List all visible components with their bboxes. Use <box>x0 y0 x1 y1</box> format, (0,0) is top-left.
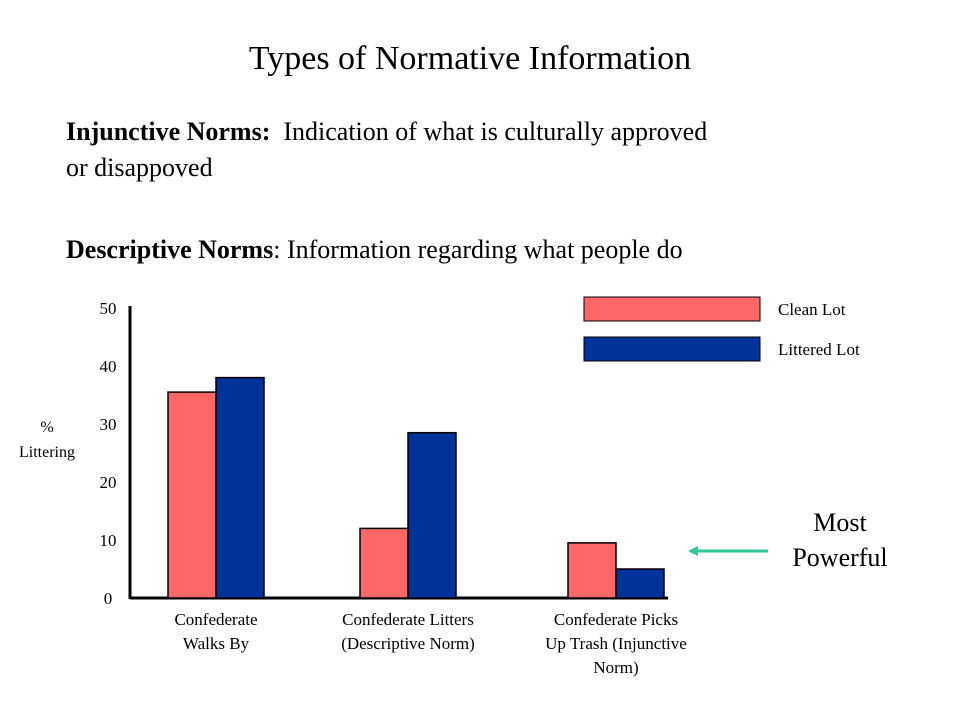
injunctive-norms-paragraph: Injunctive Norms: Indication of what is … <box>66 114 886 186</box>
legend-swatch-littered-lot <box>583 336 761 362</box>
injunctive-norms-line1: Indication of what is culturally approve… <box>283 117 708 146</box>
x-category-label: Norm) <box>593 658 638 677</box>
x-category-label: (Descriptive Norm) <box>341 634 475 653</box>
y-tick-label: 50 <box>100 299 117 318</box>
y-axis-label: Littering <box>19 444 75 461</box>
bar-clean-lot <box>359 527 409 599</box>
bar-clean-lot <box>167 391 217 599</box>
x-category-label: Confederate Picks <box>554 610 678 629</box>
y-tick-label: 30 <box>100 415 117 434</box>
chart-labels: 0 10 20 30 40 50% Littering Confederate Walks By… <box>19 299 687 677</box>
y-axis-label: % <box>40 419 53 436</box>
bar-littered-lot <box>615 568 665 599</box>
y-tick-label: 40 <box>100 357 117 376</box>
x-category-label: Confederate <box>174 610 257 629</box>
annotation-text: Powerful <box>792 543 887 572</box>
injunctive-norms-term: Injunctive Norms: <box>66 117 271 146</box>
legend-swatch-clean-lot <box>583 296 761 322</box>
bar-littered-lot <box>215 376 265 599</box>
y-tick-label: 20 <box>100 473 117 492</box>
x-category-label: Walks By <box>183 634 250 653</box>
chart-legend: Clean Lot Littered Lot <box>583 296 860 362</box>
y-tick-label: 0 <box>104 589 113 608</box>
chart-bars <box>167 376 665 599</box>
descriptive-norms-text: : Information regarding what people do <box>273 235 683 264</box>
slide-title: Types of Normative Information <box>248 40 692 77</box>
y-tick-label: 10 <box>100 531 117 550</box>
bar-littered-lot <box>407 431 457 599</box>
most-powerful-annotation: Most Powerful <box>688 508 888 572</box>
injunctive-norms-line2: or disappoved <box>66 153 213 182</box>
bar-clean-lot <box>567 542 617 599</box>
annotation-text: Most <box>813 508 867 537</box>
x-category-label: Up Trash (Injunctive <box>545 634 687 653</box>
legend-label: Littered Lot <box>778 340 860 359</box>
descriptive-norms-paragraph: Descriptive Norms: Information regarding… <box>66 232 886 268</box>
legend-label: Clean Lot <box>778 300 846 319</box>
x-category-label: Confederate Litters <box>342 610 474 629</box>
descriptive-norms-term: Descriptive Norms <box>66 235 274 264</box>
